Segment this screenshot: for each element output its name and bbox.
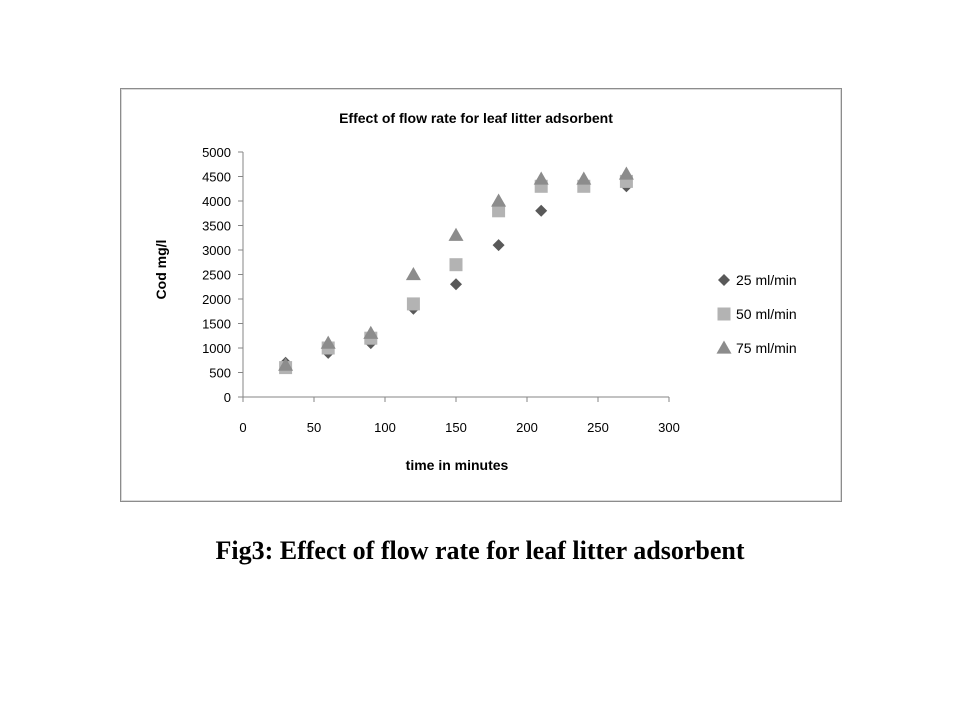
x-tick-label: 100: [374, 420, 396, 435]
y-tick-label: 500: [209, 366, 231, 381]
data-point-series-3: [576, 171, 592, 185]
x-tick-label: 200: [516, 420, 538, 435]
y-tick-label: 1500: [202, 317, 231, 332]
y-axis-title: Cod mg/l: [153, 240, 169, 300]
data-point-series-1: [535, 204, 548, 217]
x-tick-label: 300: [658, 420, 680, 435]
data-point-series-2: [406, 297, 420, 311]
y-tick-label: 1000: [202, 341, 231, 356]
y-tick-label: 3000: [202, 243, 231, 258]
y-tick-label: 2000: [202, 292, 231, 307]
legend-marker-1: [718, 274, 730, 286]
data-point-series-3: [320, 335, 336, 349]
x-axis-title: time in minutes: [406, 457, 509, 473]
data-point-series-3: [405, 267, 421, 281]
data-point-series-3: [448, 227, 464, 241]
data-point-series-1: [450, 278, 462, 291]
legend-label: 25 ml/min: [736, 272, 797, 288]
figure-caption: Fig3: Effect of flow rate for leaf litte…: [215, 536, 745, 565]
chart-title: Effect of flow rate for leaf litter adso…: [339, 110, 613, 126]
y-tick-label: 5000: [202, 145, 231, 160]
x-tick-label: 50: [307, 420, 321, 435]
y-tick-label: 4000: [202, 194, 231, 209]
y-tick-label: 2500: [202, 268, 231, 283]
data-point-series-3: [278, 357, 294, 371]
x-tick-label: 250: [587, 420, 609, 435]
x-tick-label: 150: [445, 420, 467, 435]
chart-frame: Effect of flow rate for leaf litter adso…: [120, 88, 842, 502]
data-point-series-3: [618, 166, 634, 180]
data-point-series-3: [363, 325, 379, 339]
y-tick-label: 4500: [202, 170, 231, 185]
y-tick-label: 0: [224, 390, 231, 405]
legend-marker-3: [716, 340, 732, 354]
data-point-series-3: [491, 193, 507, 207]
y-tick-label: 3500: [202, 219, 231, 234]
data-point-series-1: [492, 239, 505, 252]
x-tick-label: 0: [239, 420, 246, 435]
data-point-series-3: [533, 171, 549, 185]
legend-marker-2: [717, 307, 731, 321]
data-point-series-2: [492, 204, 506, 218]
legend-label: 75 ml/min: [736, 340, 797, 356]
data-point-series-2: [449, 258, 463, 272]
legend-label: 50 ml/min: [736, 306, 797, 322]
scatter-chart: Effect of flow rate for leaf litter adso…: [153, 110, 797, 473]
